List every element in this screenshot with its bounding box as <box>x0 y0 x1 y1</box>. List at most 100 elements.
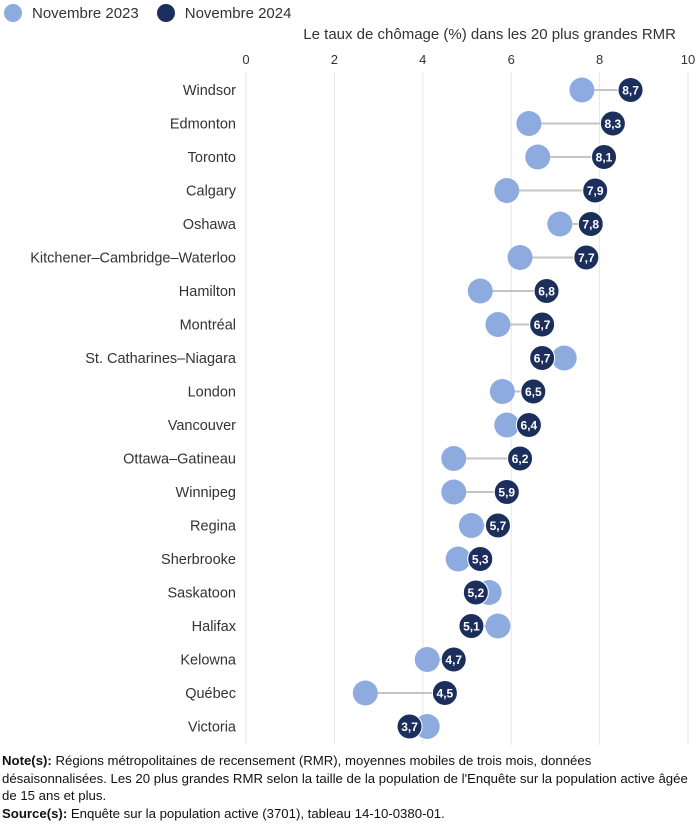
legend-item-2024[interactable]: Novembre 2024 <box>156 4 292 22</box>
category-label: Saskatoon <box>167 586 236 602</box>
value-label-2024: 5,1 <box>463 620 480 634</box>
category-label: Halifax <box>192 619 237 635</box>
note-label: Note(s): <box>2 753 52 768</box>
dot-2024 <box>529 311 556 338</box>
category-label: Edmonton <box>170 117 236 133</box>
value-label-2024: 5,7 <box>490 519 507 533</box>
dot-2024 <box>493 479 520 505</box>
value-label-2024: 6,2 <box>512 452 529 466</box>
series-2024-dots <box>396 77 644 740</box>
legend-label-2024: Novembre 2024 <box>184 4 292 22</box>
value-labels: 8,7 8,3 8,1 7,9 7,8 7,7 6,8 6,7 6,7 6,5 6,4 6,2 5,9 5… <box>401 84 639 735</box>
x-tick-label-2: 2 <box>331 52 338 67</box>
dot-2023 <box>441 446 467 471</box>
dot-2023 <box>485 613 511 639</box>
dot-2023 <box>551 345 577 371</box>
chart-notes: Note(s): Régions métropolitaines de rece… <box>2 752 696 822</box>
dot-2024 <box>431 680 458 706</box>
dot-2024 <box>520 378 547 405</box>
chart-title: Le taux de chômage (%) dans les 20 plus … <box>303 26 676 43</box>
category-label: Winnipeg <box>176 485 236 501</box>
dot-2024 <box>507 445 534 472</box>
category-label: Montréal <box>180 318 236 334</box>
category-label: Sherbrooke <box>161 552 236 568</box>
dot-2023 <box>494 178 520 203</box>
dot-2023 <box>485 312 511 337</box>
source-text: Enquête sur la population active (3701),… <box>67 805 445 821</box>
category-label: Hamilton <box>179 284 236 300</box>
dot-2024 <box>529 345 556 371</box>
note-text: Régions métropolitaines de recensement (… <box>2 753 688 803</box>
chart-legend: Novembre 2023 Novembre 2024 <box>4 3 309 23</box>
dot-chart: 0 2 4 6 8 10 Windsor Edmonton Toronto Calgary Osh… <box>30 52 695 745</box>
value-label-2024: 6,7 <box>534 318 551 332</box>
dot-2023 <box>489 379 515 404</box>
dot-2023 <box>414 647 440 672</box>
dot-2024 <box>462 579 489 606</box>
x-axis-ticks: 0 2 4 6 8 10 <box>242 52 695 67</box>
dot-2023 <box>414 714 440 739</box>
value-label-2024: 4,7 <box>445 653 462 667</box>
category-label: Windsor <box>183 83 236 99</box>
dot-2024 <box>467 546 494 572</box>
category-label: Oshawa <box>183 217 237 233</box>
x-tick-label-0: 0 <box>242 52 249 67</box>
category-label: St. Catharines–Niagara <box>85 351 237 367</box>
value-label-2024: 7,7 <box>578 251 595 265</box>
value-label-2024: 6,5 <box>525 385 542 399</box>
x-tick-label-8: 8 <box>596 52 603 67</box>
dot-2023 <box>467 278 493 304</box>
legend-item-2023[interactable]: Novembre 2023 <box>4 4 139 22</box>
category-label: Toronto <box>188 150 236 166</box>
dot-2023 <box>507 245 533 270</box>
dot-2024 <box>396 713 423 740</box>
dot-2024 <box>577 211 604 237</box>
dot-2024 <box>484 512 511 539</box>
x-tick-label-4: 4 <box>419 52 426 67</box>
value-label-2024: 6,8 <box>538 285 555 299</box>
source-label: Source(s): <box>2 805 68 821</box>
dot-2023 <box>494 412 520 438</box>
legend-swatch-2024 <box>156 4 175 22</box>
value-label-2024: 4,5 <box>437 687 454 701</box>
dot-2024 <box>599 110 626 137</box>
dot-2023 <box>352 680 378 706</box>
dot-2023 <box>525 144 551 170</box>
dot-2024 <box>440 646 467 673</box>
category-label: Victoria <box>188 720 237 736</box>
value-label-2024: 5,9 <box>498 486 515 500</box>
dot-2024 <box>582 177 609 204</box>
dot-2024 <box>591 144 618 170</box>
category-label: Kelowna <box>180 653 237 669</box>
note-paragraph: Note(s): Régions métropolitaines de rece… <box>2 752 696 805</box>
category-label: Québec <box>185 686 236 702</box>
dot-2023 <box>458 513 484 538</box>
value-label-2024: 5,2 <box>467 586 484 600</box>
category-label: Regina <box>190 519 237 535</box>
x-tick-label-6: 6 <box>508 52 515 67</box>
value-label-2024: 6,7 <box>534 352 551 366</box>
legend-swatch-2023 <box>4 4 22 22</box>
dot-2023 <box>547 211 573 237</box>
series-2023-dots <box>352 77 595 739</box>
grid-lines <box>245 72 689 745</box>
dot-2024 <box>573 244 600 271</box>
dot-2024 <box>458 613 485 639</box>
dot-2023 <box>516 111 542 136</box>
dot-2023 <box>569 77 595 103</box>
dot-2023 <box>445 546 471 572</box>
value-label-2024: 6,4 <box>521 419 538 433</box>
value-label-2024: 3,7 <box>401 720 418 734</box>
legend-label-2023: Novembre 2023 <box>32 4 139 22</box>
category-label: Vancouver <box>168 418 236 434</box>
value-label-2024: 7,9 <box>587 184 604 198</box>
dot-2024 <box>617 77 644 103</box>
category-labels: Windsor Edmonton Toronto Calgary Oshawa Kitch… <box>30 83 237 736</box>
dot-2023 <box>441 479 467 505</box>
category-label: Kitchener–Cambridge–Waterloo <box>30 251 236 267</box>
value-label-2024: 8,7 <box>622 84 639 98</box>
category-label: Ottawa–Gatineau <box>123 452 236 468</box>
source-paragraph: Source(s): Enquête sur la population act… <box>2 805 696 823</box>
x-tick-label-10: 10 <box>681 52 695 67</box>
value-label-2024: 7,8 <box>582 218 599 232</box>
